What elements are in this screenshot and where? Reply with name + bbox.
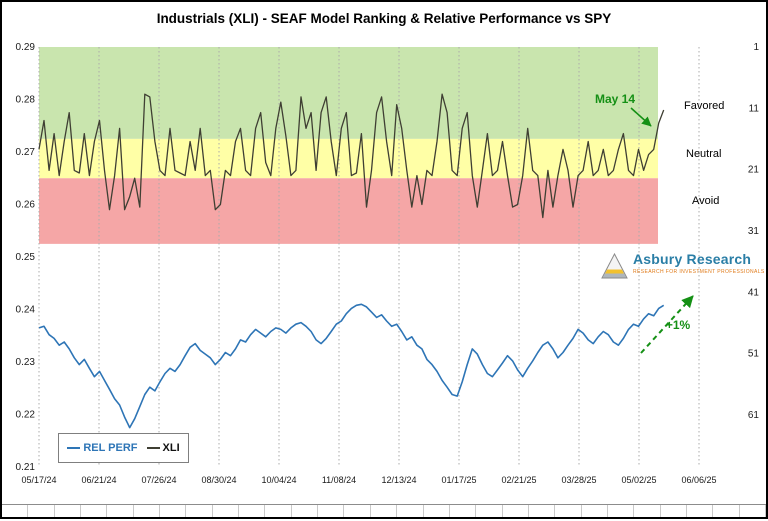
xli-line-swatch	[146, 447, 160, 449]
x-tick-label: 08/30/24	[201, 475, 236, 485]
xli-line	[38, 93, 665, 219]
right-tick-label: 41	[748, 287, 760, 298]
sheet-cell[interactable]	[503, 505, 529, 517]
sheet-cell[interactable]	[134, 505, 161, 517]
sheet-strip	[2, 504, 766, 517]
sheet-cell[interactable]	[318, 505, 345, 517]
sheet-cell[interactable]	[634, 505, 661, 517]
sheet-cell[interactable]	[28, 505, 55, 517]
right-tick-label: 1	[753, 42, 759, 53]
rel-perf-line	[38, 303, 665, 429]
annotation-text: +1%	[666, 318, 691, 332]
sheet-cell[interactable]	[687, 505, 714, 517]
legend-label-xli: XLI	[162, 442, 180, 454]
sheet-cell[interactable]	[529, 505, 556, 517]
x-tick-label: 11/08/24	[322, 475, 356, 485]
sheet-cell[interactable]	[186, 505, 213, 517]
sheet-cell[interactable]	[661, 505, 687, 517]
sheet-cell[interactable]	[2, 505, 29, 517]
right-tick-label: 11	[749, 103, 760, 114]
sheet-cell[interactable]	[239, 505, 266, 517]
band-label-neutral: Neutral	[686, 148, 722, 160]
sheet-cell[interactable]	[450, 505, 477, 517]
band-label-avoid: Avoid	[692, 195, 720, 207]
right-tick-label: 61	[748, 410, 760, 421]
sheet-cell[interactable]	[265, 505, 292, 517]
legend-item-rel-perf: REL PERF	[67, 442, 138, 454]
left-tick-label: 0.28	[16, 95, 36, 106]
x-tick-label: 07/26/24	[141, 475, 176, 485]
right-tick-label: 51	[748, 349, 760, 360]
asbury-research-logo: Asbury Research RESEARCH FOR INVESTMENT …	[601, 252, 765, 280]
left-tick-label: 0.26	[16, 200, 36, 211]
sheet-cell[interactable]	[582, 505, 608, 517]
legend-item-xli: XLI	[146, 442, 180, 454]
x-tick-label: 05/17/24	[21, 475, 56, 485]
left-tick-label: 0.24	[16, 305, 36, 316]
sheet-cell[interactable]	[55, 505, 82, 517]
right-tick-label: 31	[748, 226, 760, 237]
logo-name: Asbury Research	[633, 251, 752, 267]
left-tick-label: 0.27	[16, 147, 36, 158]
sheet-cell[interactable]	[107, 505, 134, 517]
band-label-favored: Favored	[684, 100, 725, 112]
sheet-cell[interactable]	[713, 505, 740, 517]
x-tick-label: 06/21/24	[81, 475, 116, 485]
rel-perf-line-swatch	[67, 447, 81, 449]
sheet-cell[interactable]	[397, 505, 424, 517]
sheet-cell[interactable]	[608, 505, 635, 517]
x-tick-label: 12/13/24	[381, 475, 416, 485]
sheet-cell[interactable]	[160, 505, 187, 517]
x-tick-label: 10/04/24	[261, 475, 296, 485]
sheet-cell[interactable]	[344, 505, 371, 517]
annotation-text: May 14	[595, 92, 635, 106]
left-tick-label: 0.22	[16, 410, 36, 421]
annotation-arrow	[640, 295, 694, 354]
sheet-cell[interactable]	[213, 505, 240, 517]
band-favored	[39, 47, 658, 139]
asbury-logo-icon	[601, 252, 628, 279]
sheet-cell[interactable]	[292, 505, 319, 517]
x-tick-label: 05/02/25	[621, 475, 656, 485]
x-tick-label: 06/06/25	[681, 475, 716, 485]
chart-legend[interactable]: REL PERF XLI	[58, 433, 189, 463]
x-tick-label: 03/28/25	[561, 475, 596, 485]
sheet-cell[interactable]	[424, 505, 450, 517]
left-tick-label: 0.25	[16, 252, 36, 263]
sheet-cell[interactable]	[371, 505, 398, 517]
right-tick-label: 21	[748, 165, 760, 176]
x-tick-label: 02/21/25	[501, 475, 536, 485]
left-tick-label: 0.23	[16, 357, 36, 368]
x-tick-label: 01/17/25	[441, 475, 476, 485]
band-avoid	[39, 178, 658, 244]
left-tick-label: 0.21	[16, 462, 36, 473]
sheet-cell[interactable]	[81, 505, 108, 517]
left-tick-label: 0.29	[16, 42, 36, 53]
sheet-cell[interactable]	[476, 505, 503, 517]
annotation-arrow	[630, 107, 652, 127]
legend-label-rel-perf: REL PERF	[83, 442, 138, 454]
sheet-cell[interactable]	[555, 505, 582, 517]
logo-tagline: RESEARCH FOR INVESTMENT PROFESSIONALS	[633, 268, 765, 275]
sheet-cell[interactable]	[740, 505, 766, 517]
chart-title: Industrials (XLI) - SEAF Model Ranking &…	[156, 11, 612, 26]
